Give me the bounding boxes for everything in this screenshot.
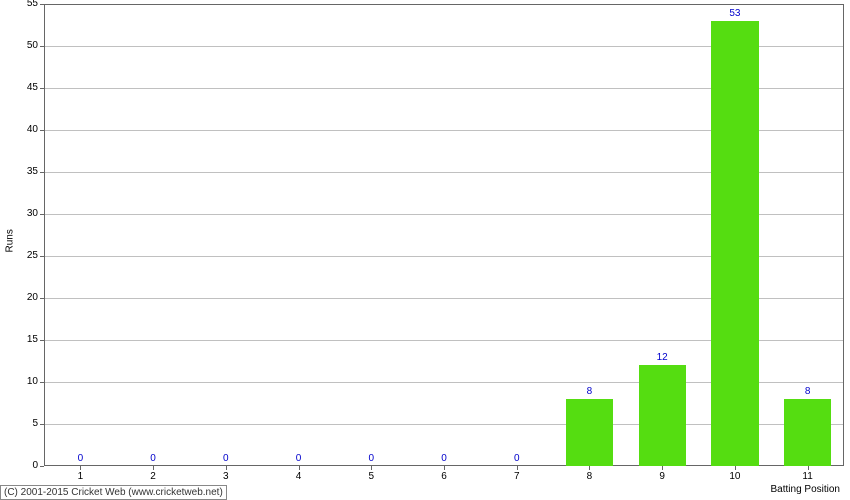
y-tick: [40, 4, 44, 5]
x-tick-label: 3: [189, 471, 262, 482]
y-tick-label: 40: [0, 124, 38, 135]
x-tick-label: 1: [44, 471, 117, 482]
x-axis-label: Batting Position: [771, 484, 841, 495]
y-tick-label: 45: [0, 82, 38, 93]
bar-value-label: 0: [262, 453, 335, 464]
y-axis-label: Runs: [5, 229, 16, 252]
x-tick: [444, 466, 445, 470]
y-tick-label: 25: [0, 250, 38, 261]
x-tick-label: 5: [335, 471, 408, 482]
bar-value-label: 53: [699, 8, 772, 19]
x-tick: [80, 466, 81, 470]
x-tick-label: 11: [771, 471, 844, 482]
bar-value-label: 0: [189, 453, 262, 464]
y-tick: [40, 298, 44, 299]
y-tick: [40, 256, 44, 257]
bar-value-label: 8: [771, 386, 844, 397]
x-tick: [226, 466, 227, 470]
bar-value-label: 0: [335, 453, 408, 464]
x-tick: [153, 466, 154, 470]
x-tick-label: 4: [262, 471, 335, 482]
y-tick-label: 55: [0, 0, 38, 9]
x-tick: [517, 466, 518, 470]
copyright-text: (C) 2001-2015 Cricket Web (www.cricketwe…: [0, 485, 227, 500]
y-tick-label: 10: [0, 376, 38, 387]
chart-container: Runs Batting Position (C) 2001-2015 Cric…: [0, 0, 850, 500]
y-tick-label: 35: [0, 166, 38, 177]
x-tick: [589, 466, 590, 470]
bar: [711, 21, 758, 466]
bar-value-label: 0: [117, 453, 190, 464]
x-tick-label: 9: [626, 471, 699, 482]
x-tick: [808, 466, 809, 470]
x-tick: [299, 466, 300, 470]
bar: [639, 365, 686, 466]
bar: [566, 399, 613, 466]
y-tick: [40, 46, 44, 47]
y-tick: [40, 130, 44, 131]
x-tick: [371, 466, 372, 470]
y-tick-label: 5: [0, 418, 38, 429]
y-tick-label: 20: [0, 292, 38, 303]
bar-value-label: 8: [553, 386, 626, 397]
y-tick-label: 0: [0, 460, 38, 471]
bar-value-label: 0: [44, 453, 117, 464]
x-tick: [662, 466, 663, 470]
y-tick: [40, 466, 44, 467]
y-tick-label: 30: [0, 208, 38, 219]
x-tick-label: 7: [480, 471, 553, 482]
bar-value-label: 0: [408, 453, 481, 464]
bar-value-label: 12: [626, 352, 699, 363]
y-tick: [40, 424, 44, 425]
y-tick: [40, 340, 44, 341]
y-tick: [40, 382, 44, 383]
x-tick: [735, 466, 736, 470]
bar: [784, 399, 831, 466]
y-tick: [40, 88, 44, 89]
y-tick-label: 15: [0, 334, 38, 345]
y-tick: [40, 172, 44, 173]
bar-value-label: 0: [480, 453, 553, 464]
x-tick-label: 6: [408, 471, 481, 482]
x-tick-label: 10: [699, 471, 772, 482]
x-tick-label: 8: [553, 471, 626, 482]
x-tick-label: 2: [117, 471, 190, 482]
y-tick: [40, 214, 44, 215]
y-tick-label: 50: [0, 40, 38, 51]
